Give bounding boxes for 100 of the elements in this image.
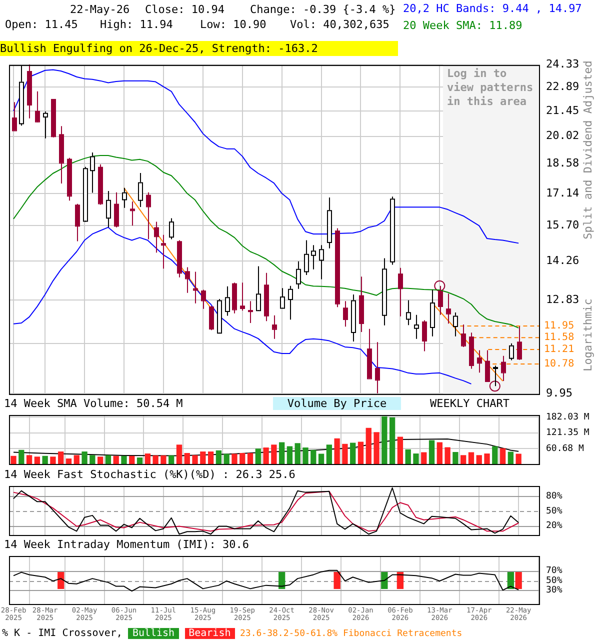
bar	[334, 438, 340, 465]
bar	[500, 448, 506, 465]
bar	[286, 446, 293, 465]
bar	[405, 449, 411, 465]
y-tick-label: 121.35 M	[546, 428, 590, 438]
y-tick-label: 60.68 M	[546, 444, 585, 454]
bar	[279, 442, 285, 465]
bar	[42, 456, 48, 465]
bar	[389, 417, 396, 465]
y-tick-label: 18.58	[546, 156, 580, 170]
bar	[294, 443, 300, 465]
bar	[74, 455, 80, 465]
bar	[90, 455, 96, 465]
y-tick-label: 15.70	[546, 218, 580, 232]
bar	[428, 440, 435, 465]
y-tick-label: 9.95	[546, 386, 572, 400]
chart-title: 14 Week SMA Volume: 50.54 M	[4, 397, 183, 410]
bar	[50, 456, 56, 465]
bar	[176, 444, 182, 465]
text: Bullish	[128, 628, 179, 639]
bar	[271, 444, 277, 465]
text: 20 Week SMA: 11.89	[403, 19, 524, 32]
bar	[366, 428, 372, 465]
data-label: 10.78	[544, 358, 574, 370]
text: WEEKLY CHART	[430, 397, 510, 410]
bar	[421, 452, 427, 465]
bar	[58, 451, 64, 465]
bar	[26, 455, 32, 465]
data-label: 11.21	[544, 344, 574, 356]
bar	[492, 446, 498, 465]
bar	[10, 456, 16, 465]
bar	[516, 454, 522, 465]
bar	[82, 451, 88, 465]
bar	[302, 448, 308, 465]
bar	[200, 451, 206, 465]
bar	[413, 454, 419, 465]
y-axis-title: Split and Dividend Adjusted	[582, 60, 594, 240]
bar	[326, 444, 332, 465]
bar	[468, 452, 474, 465]
bar	[397, 436, 404, 465]
text: Close: 10.94	[145, 3, 224, 16]
bar	[232, 454, 238, 465]
bar	[460, 455, 466, 465]
bar	[255, 448, 261, 465]
text: Logarithmic	[582, 298, 594, 372]
bar	[105, 455, 112, 465]
text: High: 11.94	[100, 18, 173, 31]
text: 20,2 HC Bands: 9.44 , 14.97	[403, 2, 582, 15]
text: Open: 11.45	[5, 18, 78, 31]
legend-title: % K - IMI Crossover,	[2, 628, 124, 639]
bar	[310, 450, 316, 465]
bar	[444, 447, 450, 465]
bar	[436, 442, 442, 465]
text: Low: 10.90	[200, 18, 266, 31]
y-tick-label: 182.03 M	[546, 412, 590, 422]
bar	[216, 450, 222, 465]
text: 23.6-38.2-50-61.8% Fibonacci Retracements	[240, 628, 462, 640]
text: 22-May-26	[70, 3, 130, 16]
bar	[374, 432, 380, 465]
y-tick-label: 24.33	[546, 57, 580, 70]
y-tick-label: 14.26	[546, 254, 580, 267]
text: Vol: 40,302,635	[290, 18, 390, 31]
bar	[247, 453, 254, 465]
text: Change: -0.39 {-3.4 %}	[250, 3, 396, 16]
chart-subtitle: Bullish Engulfing on 26-Dec-25, Strength: -163.2	[0, 41, 398, 56]
text: Volume By Price	[273, 397, 401, 410]
bar	[224, 454, 230, 465]
bar	[476, 455, 482, 465]
bar	[263, 448, 269, 465]
bar	[452, 452, 458, 465]
bar	[121, 456, 127, 465]
bar	[160, 455, 166, 465]
y-tick-label: 70%	[546, 566, 563, 576]
chart-title: 14 Week Intraday Momentum (IMI): 30.6	[4, 538, 250, 551]
y-tick-label: 20%	[546, 521, 563, 532]
chart-title: 14 Week Fast Stochastic (%K)(%D) : 26.3 25.6	[4, 468, 296, 481]
bar	[34, 456, 40, 465]
bar	[184, 453, 190, 465]
bar	[144, 454, 150, 465]
bar	[358, 442, 364, 465]
y-tick-label: 17.14	[546, 186, 580, 200]
text: Bearish	[184, 628, 235, 639]
bar	[192, 455, 198, 465]
bar	[382, 416, 388, 465]
bar	[152, 455, 158, 465]
y-tick-label: 30%	[546, 585, 563, 596]
y-tick-label: 20.02	[546, 129, 580, 142]
y-tick-label: 80%	[546, 492, 563, 502]
data-label: 11.95	[544, 320, 574, 332]
bar	[97, 456, 104, 465]
bar	[484, 454, 490, 465]
bar	[18, 450, 24, 465]
y-tick-label: 22.89	[546, 80, 580, 93]
bar	[240, 453, 246, 465]
y-tick-label: 50%	[546, 506, 563, 516]
bar	[318, 454, 324, 465]
bar	[208, 451, 214, 465]
y-tick-label: 12.83	[546, 292, 580, 306]
y-tick-label: 21.45	[546, 104, 580, 117]
y-tick-label: 50%	[546, 576, 563, 586]
